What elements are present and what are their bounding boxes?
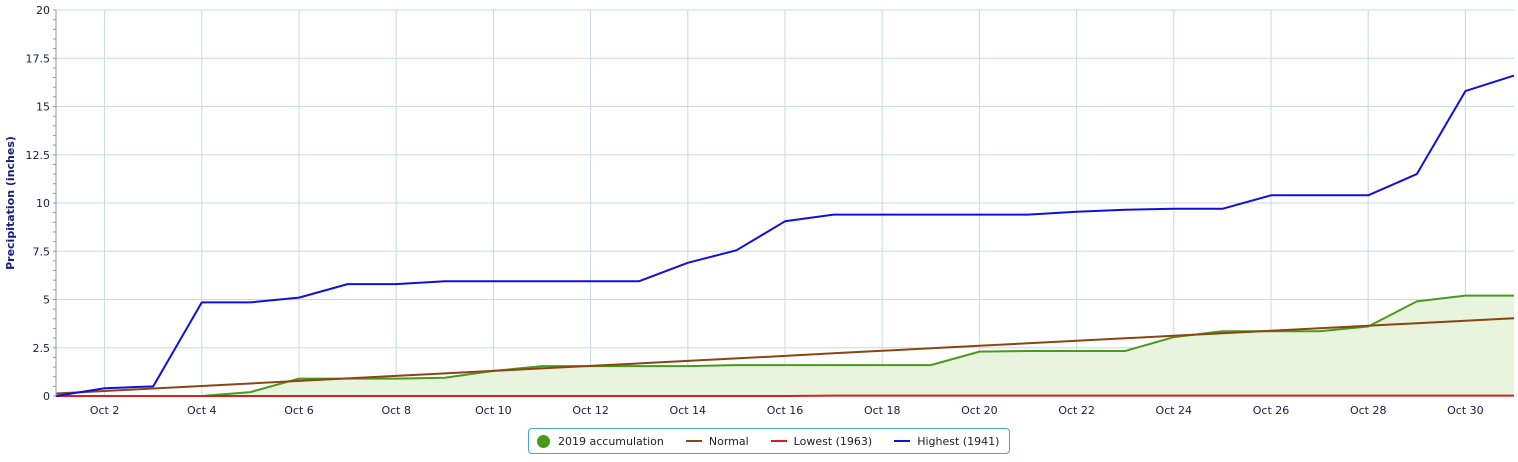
x-tick-label: Oct 10 bbox=[475, 404, 512, 417]
x-tick-label: Oct 20 bbox=[961, 404, 998, 417]
axes: 0 2.5 5 7.5 10 12.5 15 17.5 20 Oct 2 Oct 4 Oct 6 Oct… bbox=[26, 4, 1484, 417]
x-tick-label: Oct 8 bbox=[381, 404, 411, 417]
y-tick-label: 12.5 bbox=[26, 149, 51, 162]
legend-item-highest[interactable]: Highest (1941) bbox=[894, 435, 999, 448]
series-layer bbox=[55, 74, 1515, 397]
legend-label-lowest: Lowest (1963) bbox=[793, 434, 873, 448]
series-line-normal[interactable] bbox=[55, 317, 1515, 395]
y-tick-label: 10 bbox=[36, 197, 50, 210]
legend-label-highest: Highest (1941) bbox=[917, 434, 1000, 448]
legend-symbol-lowest bbox=[770, 440, 787, 442]
legend-item-normal[interactable]: Normal bbox=[685, 434, 749, 448]
x-tick-label: Oct 16 bbox=[767, 404, 804, 417]
legend-label-normal: Normal bbox=[708, 434, 749, 448]
legend-symbol-highest bbox=[894, 440, 911, 442]
y-tick-label: 17.5 bbox=[26, 52, 51, 65]
y-axis-label: Precipitation (inches) bbox=[4, 136, 17, 270]
y-tick-label: 7.5 bbox=[33, 245, 51, 258]
legend-symbol-2019-accumulation bbox=[537, 434, 550, 448]
legend-item-2019-accumulation[interactable]: 2019 accumulation bbox=[537, 434, 664, 448]
x-tick-label: Oct 26 bbox=[1253, 404, 1290, 417]
x-tick-label: Oct 22 bbox=[1058, 404, 1095, 417]
y-tick-label: 5 bbox=[43, 294, 50, 307]
y-tick-label: 20 bbox=[36, 4, 50, 17]
x-tick-label: Oct 6 bbox=[284, 404, 314, 417]
legend-label-2019-accumulation: 2019 accumulation bbox=[558, 434, 664, 448]
x-tick-label: Oct 24 bbox=[1156, 404, 1193, 417]
x-tick-label: Oct 18 bbox=[864, 404, 901, 417]
series-area-2019-accumulation bbox=[56, 295, 1514, 396]
x-tick-label: Oct 4 bbox=[187, 404, 217, 417]
x-tick-label: Oct 2 bbox=[90, 404, 120, 417]
legend-item-lowest[interactable]: Lowest (1963) bbox=[770, 434, 873, 448]
legend-symbol-normal bbox=[685, 440, 702, 442]
y-tick-label: 2.5 bbox=[33, 342, 51, 355]
legend: 2019 accumulation Normal Lowest (1963) H… bbox=[528, 428, 1011, 454]
y-tick-label: 15 bbox=[36, 101, 50, 114]
y-tick-label: 0 bbox=[43, 390, 50, 403]
series-line-highest-1941[interactable] bbox=[55, 74, 1515, 397]
x-tick-label: Oct 30 bbox=[1447, 404, 1484, 417]
x-tick-label: Oct 14 bbox=[670, 404, 707, 417]
x-tick-label: Oct 28 bbox=[1350, 404, 1387, 417]
x-tick-label: Oct 12 bbox=[572, 404, 609, 417]
